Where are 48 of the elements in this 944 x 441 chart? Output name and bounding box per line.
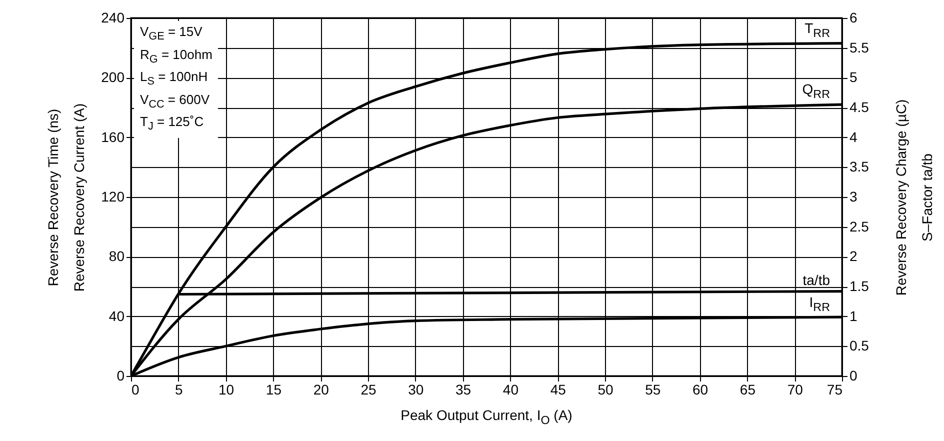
x-tick-label: 0 — [132, 382, 140, 398]
x-tick-label: 15 — [266, 382, 282, 398]
series-label: I$_{RR}$ — [809, 294, 830, 314]
x-tick-label: 10 — [218, 382, 234, 398]
annotation: L$_{S}$ = 100nH — [140, 69, 208, 88]
y-tick-label: 120 — [101, 188, 125, 204]
annotation: V$_{CC}$ = 600V — [140, 92, 210, 110]
x-tick-label: 60 — [692, 382, 708, 398]
annotation: V$_{GE}$ = 15V — [140, 24, 202, 43]
y2-tick-label: 0 — [850, 368, 858, 384]
y-tick-label: 160 — [101, 128, 125, 145]
x-tick-label: 20 — [313, 382, 330, 398]
y2-tick-label: 4 — [850, 128, 858, 145]
x-tick-label: 25 — [360, 382, 376, 398]
x-tick-label: 65 — [740, 382, 756, 398]
y-tick-label: 240 — [101, 10, 125, 26]
y2-tick-label: 1.5 — [850, 278, 870, 294]
y2-tick-label: 5.5 — [850, 39, 870, 56]
x-tick-label: 70 — [787, 382, 804, 398]
y-axis-title: Reverse Recovery Time (ns) Reverse Recovery Current (A) — [45, 103, 88, 292]
y2-tick-label: 4.5 — [850, 99, 870, 115]
y2-tick-label: 2.5 — [850, 218, 870, 234]
y2-tick-label: 0.5 — [850, 338, 870, 354]
x-tick-label: 35 — [456, 382, 472, 398]
x-tick-label: 5 — [175, 382, 183, 398]
x-tick-label: 50 — [598, 382, 614, 398]
annotation: R$_{G}$ = 10ohm — [140, 46, 212, 66]
y2-tick-label: 2 — [850, 248, 858, 264]
y2-axis-title: Reverse Recovery Charge (µC) S–Factor ta/tb — [892, 99, 935, 296]
series-label: ta/tb — [802, 272, 830, 288]
x-tick-label: 30 — [408, 382, 424, 398]
y2-tick-label: 1 — [850, 308, 858, 324]
y-tick-label: 0 — [116, 368, 125, 384]
series-label: T$_{RR}$ — [804, 20, 830, 40]
y2-tick-label: 3 — [850, 188, 858, 204]
annotation: T$_{J}$ = 125˚C — [140, 114, 204, 133]
series-label: Q$_{RR}$ — [802, 81, 830, 101]
x-tick-label: 40 — [502, 382, 519, 398]
y-tick-label: 40 — [108, 308, 125, 324]
x-tick-label: 45 — [550, 382, 566, 398]
x-tick-label: 75 — [826, 382, 843, 398]
x-tick-label: 55 — [645, 382, 661, 398]
y-tick-label: 200 — [101, 69, 125, 86]
x-axis-title: Peak Output Current, I$_{O}$ (A) — [400, 407, 572, 427]
y-tick-label: 80 — [108, 248, 125, 264]
y2-tick-label: 5 — [850, 69, 858, 86]
y2-tick-label: 6 — [850, 10, 858, 26]
y2-tick-label: 3.5 — [850, 158, 870, 175]
